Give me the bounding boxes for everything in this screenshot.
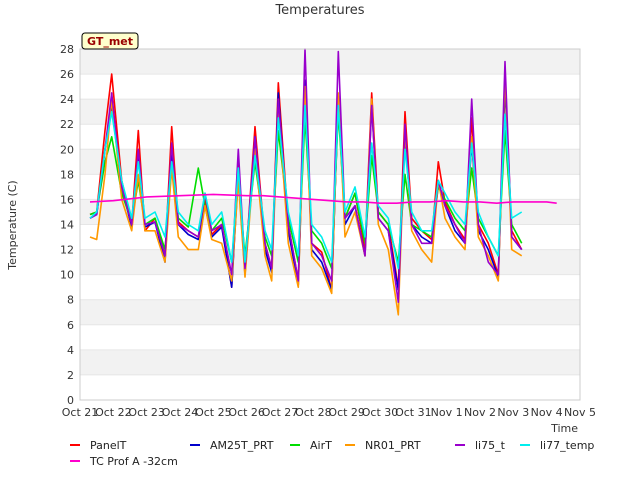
y-tick-label: 18 — [60, 168, 74, 181]
y-tick-label: 22 — [60, 118, 74, 131]
x-tick-label: Nov 3 — [497, 406, 529, 419]
grid-band — [80, 224, 580, 250]
badge-label: GT_met — [87, 35, 133, 48]
x-tick-label: Oct 28 — [295, 406, 332, 419]
y-tick-label: 20 — [60, 143, 74, 156]
y-tick-label: 6 — [67, 319, 74, 332]
x-tick-label: Nov 1 — [431, 406, 463, 419]
series-line-nr01-prt — [89, 73, 523, 316]
x-tick-label: Nov 2 — [464, 406, 496, 419]
y-tick-label: 4 — [67, 344, 74, 357]
grid-band — [80, 99, 580, 125]
x-tick-label: Oct 27 — [262, 406, 299, 419]
x-tick-label: Nov 4 — [531, 406, 563, 419]
x-tick-label: Nov 5 — [564, 406, 596, 419]
y-tick-label: 8 — [67, 294, 74, 307]
legend-label-airt: AirT — [310, 439, 332, 452]
y-tick-label: 10 — [60, 269, 74, 282]
grid-band — [80, 49, 580, 75]
y-tick-label: 16 — [60, 193, 74, 206]
legend-label-panelt: PanelT — [90, 439, 127, 452]
x-tick-label: Oct 26 — [228, 406, 265, 419]
y-tick-label: 14 — [60, 219, 74, 232]
legend-label-li75-t: li75_t — [475, 439, 506, 452]
legend-label-tc-prof-a-32cm: TC Prof A -32cm — [89, 455, 178, 468]
series-line-am25t-prt — [89, 79, 523, 291]
series-lines — [89, 48, 557, 316]
grid-band — [80, 174, 580, 200]
grid-band — [80, 349, 580, 375]
grid-band — [80, 149, 580, 175]
x-tick-label: Oct 25 — [195, 406, 232, 419]
series-line-tc-prof-a-32cm — [89, 193, 557, 204]
y-tick-label: 2 — [67, 369, 74, 382]
y-tick-label: 12 — [60, 244, 74, 257]
x-tick-label: Oct 23 — [128, 406, 165, 419]
legend: PanelT AM25T_PRT AirT NR01_PRT li75_t li77_te… — [70, 439, 594, 468]
legend-label-am25t-prt: AM25T_PRT — [210, 439, 274, 452]
plot-frame — [79, 48, 581, 401]
x-tick-label: Oct 22 — [95, 406, 132, 419]
legend-label-nr01-prt: NR01_PRT — [365, 439, 421, 452]
grid-band — [80, 124, 580, 150]
x-tick-label: Oct 30 — [362, 406, 399, 419]
chart-title: Temperatures — [274, 3, 364, 18]
grid-band — [80, 299, 580, 325]
x-tick-label: Oct 21 — [62, 406, 99, 419]
x-tick-label: Oct 31 — [395, 406, 432, 419]
y-tick-label: 28 — [60, 43, 74, 56]
grid-band — [80, 324, 580, 350]
y-axis-title: Temperature (C) — [6, 180, 19, 270]
legend-label-li77-temp: li77_temp — [540, 439, 594, 452]
grid-band — [80, 374, 580, 400]
series-line-li77-temp — [89, 104, 523, 270]
grid-band — [80, 74, 580, 100]
x-tick-label: Oct 29 — [328, 406, 365, 419]
x-axis-title: Time — [550, 422, 578, 435]
y-tick-label: 24 — [60, 93, 74, 106]
y-tick-label: 26 — [60, 68, 74, 81]
x-tick-label: Oct 24 — [162, 406, 199, 419]
gt-met-badge: GT_met — [81, 32, 139, 50]
y-tick-label: 0 — [67, 394, 74, 407]
